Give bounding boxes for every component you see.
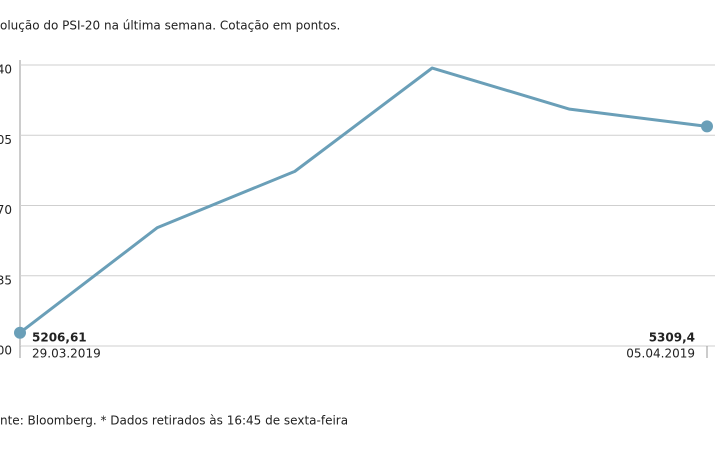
point	[14, 326, 26, 339]
footnote: nte: Bloomberg. * Dados retirados às 16:…	[0, 414, 348, 428]
line	[19, 66, 708, 334]
x-tick-label: 29.03.2019	[32, 347, 101, 361]
value-label: 5309,4	[649, 331, 695, 345]
y-tick-label: 40	[0, 63, 12, 77]
y-tick-label: 70	[0, 203, 12, 217]
chart-title: olução do PSI-20 na última semana. Cotaç…	[0, 19, 340, 33]
point	[701, 120, 713, 133]
x-tick-label: 05.04.2019	[626, 347, 695, 361]
y-tick-label: 00	[0, 344, 12, 358]
y-tick-label: 35	[0, 273, 12, 287]
value-label: 5206,61	[32, 331, 87, 345]
y-tick-label: 05	[0, 133, 12, 147]
